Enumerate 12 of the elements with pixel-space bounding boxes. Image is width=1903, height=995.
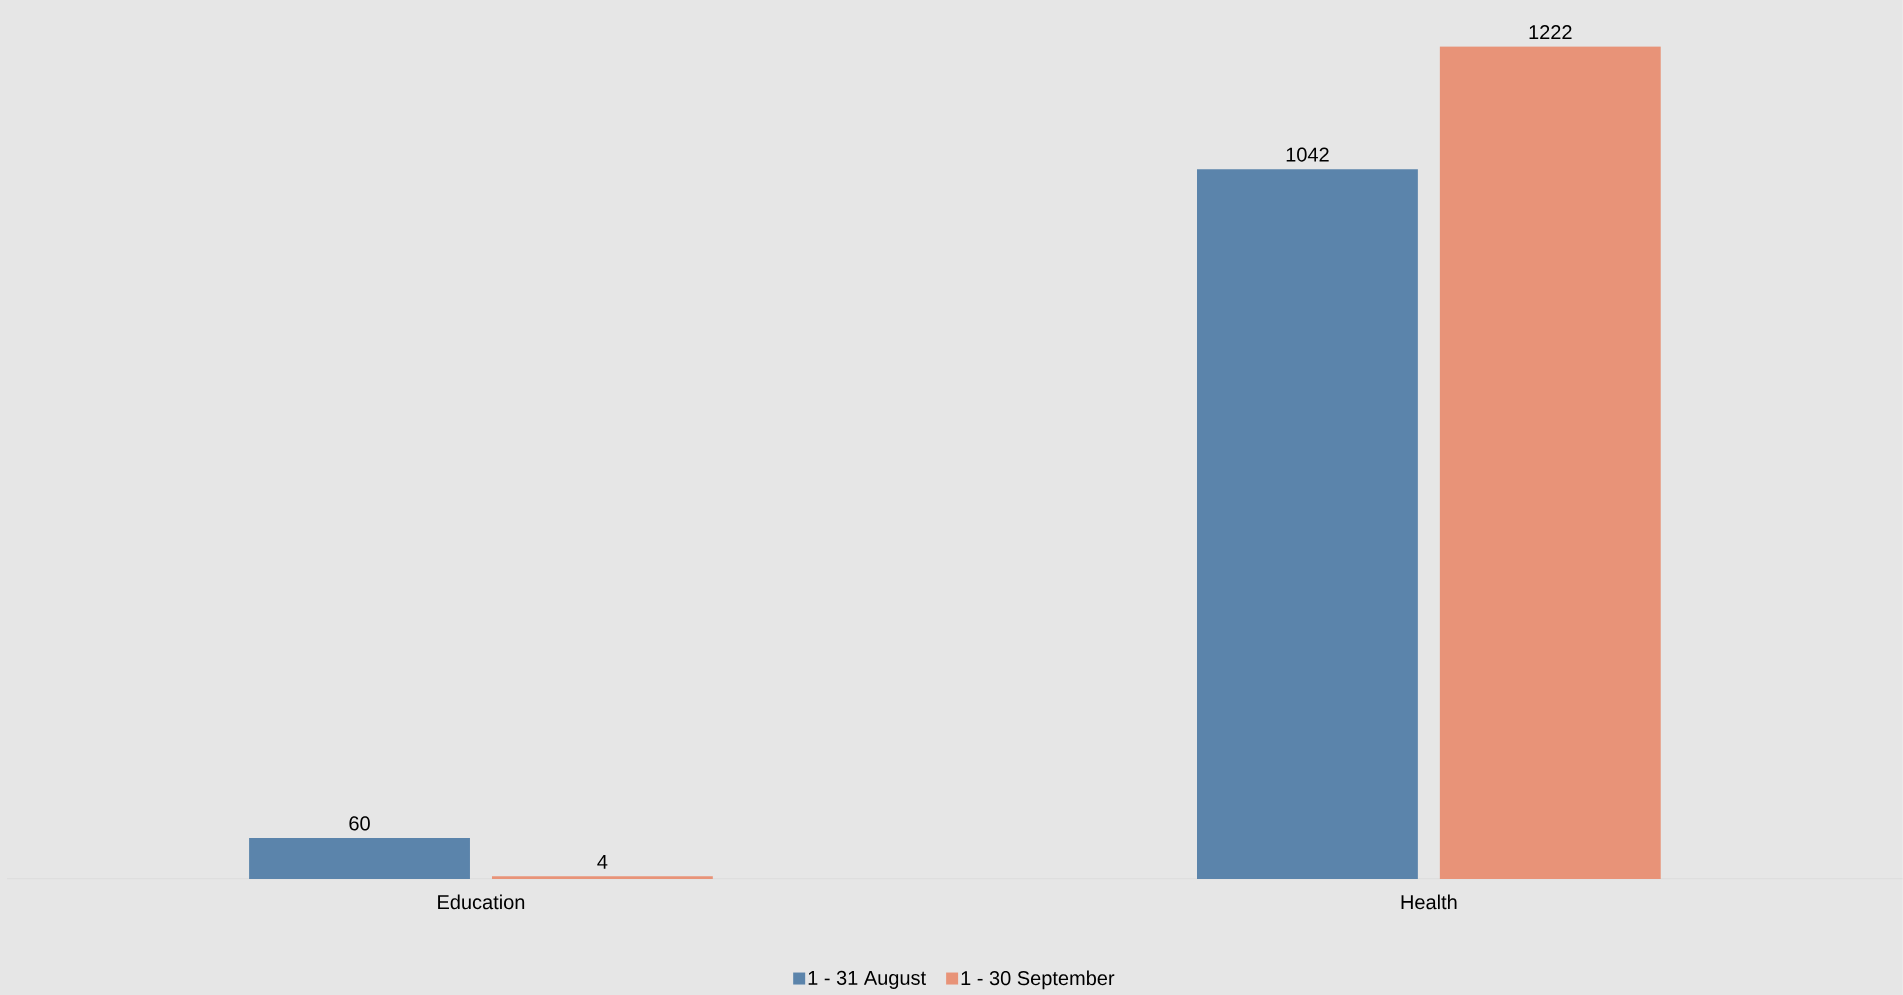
x-tick-label: Health (1401, 894, 1457, 910)
data-label: 60 (349, 816, 370, 831)
legend-label: 1 - 31 August (808, 970, 926, 989)
data-label: 4 (597, 854, 608, 869)
bar (249, 838, 470, 879)
bar (491, 876, 713, 879)
data-label: 1042 (1286, 147, 1329, 162)
data-label: 1222 (1529, 25, 1572, 40)
legend-label: 1 - 30 September (961, 970, 1115, 990)
bar (1439, 46, 1661, 879)
x-tick-label: Education (438, 894, 525, 910)
bar (1197, 169, 1418, 879)
